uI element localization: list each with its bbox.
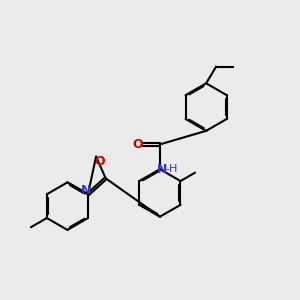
Text: O: O (94, 155, 105, 168)
Text: O: O (133, 138, 143, 151)
Text: N: N (81, 184, 92, 197)
Text: N: N (158, 163, 168, 176)
Text: -H: -H (165, 164, 178, 174)
